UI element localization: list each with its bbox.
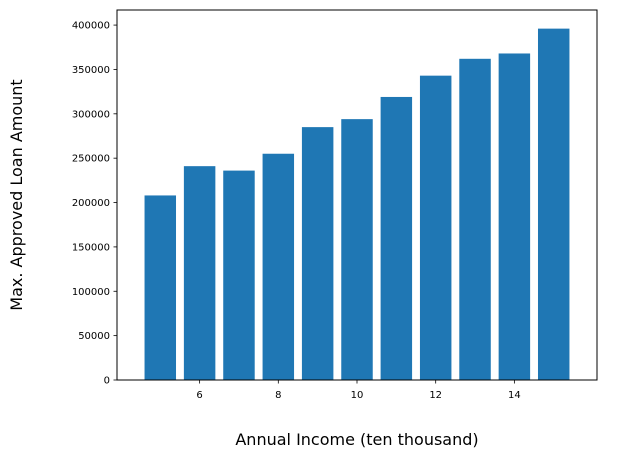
bar xyxy=(223,170,255,380)
x-tick-label: 10 xyxy=(351,390,364,401)
y-tick-label: 250000 xyxy=(72,154,110,165)
bar xyxy=(498,53,531,380)
y-tick-label: 50000 xyxy=(78,331,110,342)
bar xyxy=(459,58,491,380)
bar xyxy=(341,119,373,380)
bar xyxy=(183,166,216,380)
x-tick-label: 6 xyxy=(196,390,202,401)
x-axis-label: Annual Income (ten thousand) xyxy=(235,430,478,449)
plot-frame xyxy=(116,9,598,381)
y-tick-label: 200000 xyxy=(72,198,110,209)
y-tick-label: 100000 xyxy=(72,287,110,298)
y-axis-label: Max. Approved Loan Amount xyxy=(7,79,26,310)
y-tick-label: 300000 xyxy=(72,109,110,120)
x-tick-label: 14 xyxy=(508,390,521,401)
x-tick-label: 12 xyxy=(429,390,442,401)
x-axis-ticks: 6 8 10 12 14 xyxy=(196,380,521,401)
bar xyxy=(144,195,177,380)
y-tick-label: 350000 xyxy=(72,65,110,76)
y-axis-ticks: 0 50000 100000 150000 200000 250000 300000 3500… xyxy=(72,21,117,387)
bar xyxy=(262,153,295,380)
bar xyxy=(380,96,413,380)
y-tick-label: 150000 xyxy=(72,242,110,253)
x-tick-label: 8 xyxy=(275,390,281,401)
bar xyxy=(419,75,452,380)
bars-group xyxy=(144,28,570,381)
y-tick-label: 0 xyxy=(104,376,110,387)
bar xyxy=(537,28,570,381)
bar xyxy=(301,127,334,380)
y-tick-label: 400000 xyxy=(72,21,110,32)
